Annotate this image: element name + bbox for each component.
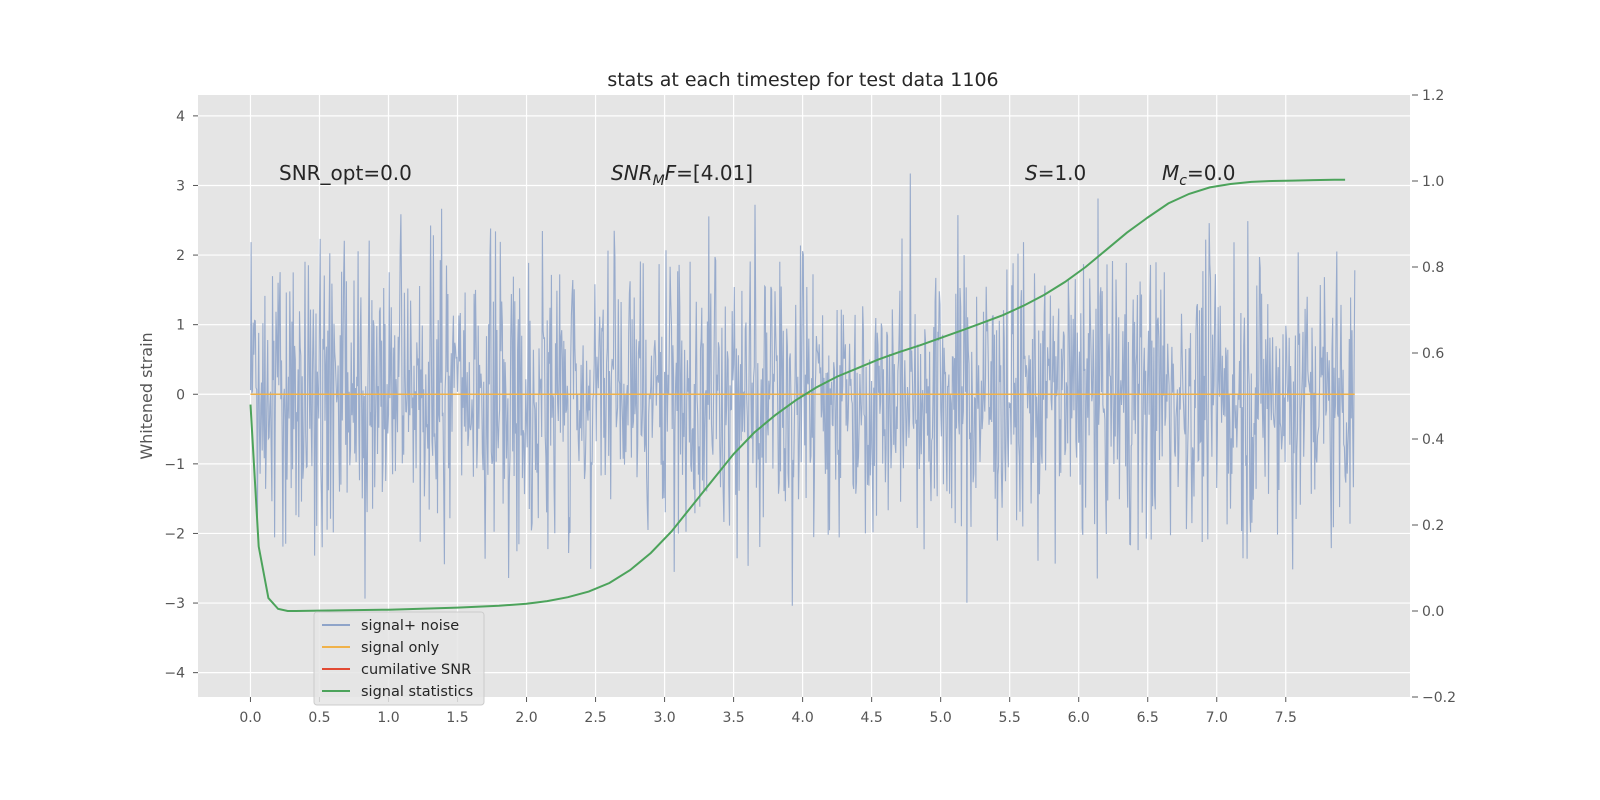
annotation-mc-sub: c: [1179, 173, 1187, 189]
x-tick-label: 6.5: [1137, 710, 1159, 726]
x-tick-label: 0.5: [308, 710, 330, 726]
x-tick-label: 1.5: [446, 710, 468, 726]
x-tick-label: 4.5: [861, 710, 883, 726]
annotation-snr-opt: SNR_opt=0.0: [279, 161, 412, 185]
x-tick-label: 5.0: [930, 710, 952, 726]
x-tick-label: 4.0: [791, 710, 813, 726]
legend-label-cumilative-snr: cumilative SNR: [361, 662, 471, 678]
annotation-snr-mf-sub: M: [653, 173, 665, 189]
y-tick-label: 3: [176, 178, 185, 194]
legend-label-signal-only: signal only: [361, 640, 440, 656]
annotation-mc-main: M: [1162, 161, 1179, 185]
y-tick-label: −4: [164, 666, 185, 682]
x-tick-label: 1.0: [377, 710, 399, 726]
y-tick-label: 4: [176, 109, 185, 125]
y-axis-label: Whitened strain: [137, 332, 156, 459]
series-line-signal-noise: [249, 173, 1356, 606]
chart-title: stats at each timestep for test data 110…: [607, 69, 998, 91]
y-tick-label: −2: [164, 526, 185, 542]
x-axis: 0.0 0.5 1.0 1.5 2.0 2.5 3.0 3.5 4.0 4.5 5.0 5.5 6.0 6…: [239, 697, 1297, 726]
x-tick-label: 3.5: [722, 710, 744, 726]
y2-tick-label: 0.4: [1422, 432, 1444, 448]
legend-item-cumilative-snr: cumilative SNR: [322, 662, 471, 678]
annotation-snr-mf-value: =[4.01]: [676, 161, 753, 185]
annotation-s-value: =1.0: [1038, 161, 1087, 185]
legend-item-signal-statistics: signal statistics: [322, 684, 473, 700]
y2-tick-label: 0.0: [1422, 604, 1444, 620]
y-tick-label: 2: [176, 248, 185, 264]
annotation-snr-mf-rest: F: [665, 161, 677, 185]
series-signal-noise: [249, 173, 1356, 606]
y-axis-left: −4 −3 −2 −1 0 1 2 3 4: [164, 109, 198, 682]
legend-label-signal-statistics: signal statistics: [361, 684, 473, 700]
x-tick-label: 3.0: [653, 710, 675, 726]
x-tick-label: 2.5: [584, 710, 606, 726]
legend-frame: [313, 611, 485, 706]
y-tick-label: −3: [164, 596, 185, 612]
y-tick-label: −1: [164, 457, 185, 473]
annotation-s-symbol: S: [1025, 161, 1038, 185]
x-tick-label: 7.5: [1275, 710, 1297, 726]
y2-tick-label: −0.2: [1422, 690, 1456, 706]
annotation-snr-mf: SNRMF=[4.01]: [611, 161, 753, 189]
series-line-signal-statistics: [249, 178, 1346, 612]
annotation-s: S=1.0: [1025, 161, 1086, 185]
y2-tick-label: 1.0: [1422, 174, 1444, 190]
x-tick-label: 6.0: [1068, 710, 1090, 726]
x-tick-label: 0.0: [239, 710, 261, 726]
y2-tick-label: 0.2: [1422, 518, 1444, 534]
annotation-mc-value: =0.0: [1187, 161, 1236, 185]
x-tick-label: 7.0: [1206, 710, 1228, 726]
annotation-snr-mf-main: SNR: [611, 161, 653, 185]
series-signal-statistics: [249, 178, 1346, 612]
x-tick-label: 5.5: [999, 710, 1021, 726]
y2-tick-label: 0.6: [1422, 346, 1444, 362]
legend-item-signal-only: signal only: [322, 640, 440, 656]
annotation-mc: Mc=0.0: [1162, 161, 1236, 189]
y-axis-right: −0.2 0.0 0.2 0.4 0.6 0.8 1.0 1.2: [1412, 88, 1456, 706]
legend-item-signal-noise: signal+ noise: [322, 618, 459, 634]
y2-tick-label: 1.2: [1422, 88, 1444, 104]
y-tick-label: 0: [176, 387, 185, 403]
y-tick-label: 1: [176, 318, 185, 334]
y2-tick-label: 0.8: [1422, 260, 1444, 276]
x-tick-label: 2.0: [515, 710, 537, 726]
legend: signal+ noise signal only cumilative SNR…: [313, 611, 485, 706]
legend-label-signal-noise: signal+ noise: [361, 618, 459, 634]
